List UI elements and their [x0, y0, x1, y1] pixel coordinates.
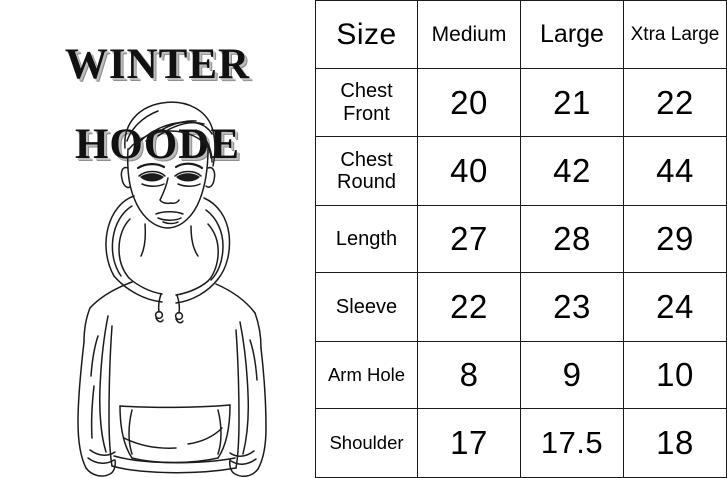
- cell-sleeve-large: 23: [520, 272, 624, 342]
- header-size: Size: [315, 0, 418, 69]
- row-label-chest-front: Chest Front: [315, 68, 418, 137]
- cell-arm-hole-large: 9: [520, 341, 624, 409]
- cell-chest-front-xtra-large: 22: [623, 68, 727, 137]
- cell-shoulder-xtra-large: 18: [623, 408, 727, 478]
- table-row: Sleeve 22 23 24: [315, 272, 727, 342]
- cell-chest-round-xtra-large: 44: [623, 136, 727, 206]
- cell-chest-front-medium: 20: [417, 68, 521, 137]
- header-xtra-large: Xtra Large: [623, 0, 727, 69]
- cell-length-xtra-large: 29: [623, 205, 727, 273]
- size-chart-table: Size Medium Large Xtra Large Chest Front …: [315, 0, 727, 478]
- header-large: Large: [520, 0, 624, 69]
- row-label-shoulder: Shoulder: [315, 408, 418, 478]
- page-title: Winter Hoode: [0, 2, 315, 209]
- cell-sleeve-xtra-large: 24: [623, 272, 727, 342]
- cell-length-large: 28: [520, 205, 624, 273]
- table-header-row: Size Medium Large Xtra Large: [315, 0, 727, 69]
- cell-arm-hole-xtra-large: 10: [623, 341, 727, 409]
- cell-sleeve-medium: 22: [417, 272, 521, 342]
- table-row: Chest Front 20 21 22: [315, 68, 727, 137]
- header-medium: Medium: [417, 0, 521, 69]
- table-row: Chest Round 40 42 44: [315, 136, 727, 206]
- table-row: Arm Hole 8 9 10: [315, 341, 727, 409]
- cell-length-medium: 27: [417, 205, 521, 273]
- table-row: Shoulder 17 17.5 18: [315, 408, 727, 478]
- cell-arm-hole-medium: 8: [417, 341, 521, 409]
- row-label-sleeve: Sleeve: [315, 272, 418, 342]
- row-label-length: Length: [315, 205, 418, 273]
- cell-chest-front-large: 21: [520, 68, 624, 137]
- cell-chest-round-medium: 40: [417, 136, 521, 206]
- product-panel: Winter Hoode: [0, 0, 315, 477]
- cell-shoulder-large: 17.5: [520, 408, 624, 478]
- cell-shoulder-medium: 17: [417, 408, 521, 478]
- cell-chest-round-large: 42: [520, 136, 624, 206]
- hoodie-line-art-illustration: [77, 101, 267, 477]
- title-line-1: Winter: [64, 41, 251, 89]
- table-row: Length 27 28 29: [315, 205, 727, 273]
- row-label-arm-hole: Arm Hole: [315, 341, 418, 409]
- row-label-chest-round: Chest Round: [315, 136, 418, 206]
